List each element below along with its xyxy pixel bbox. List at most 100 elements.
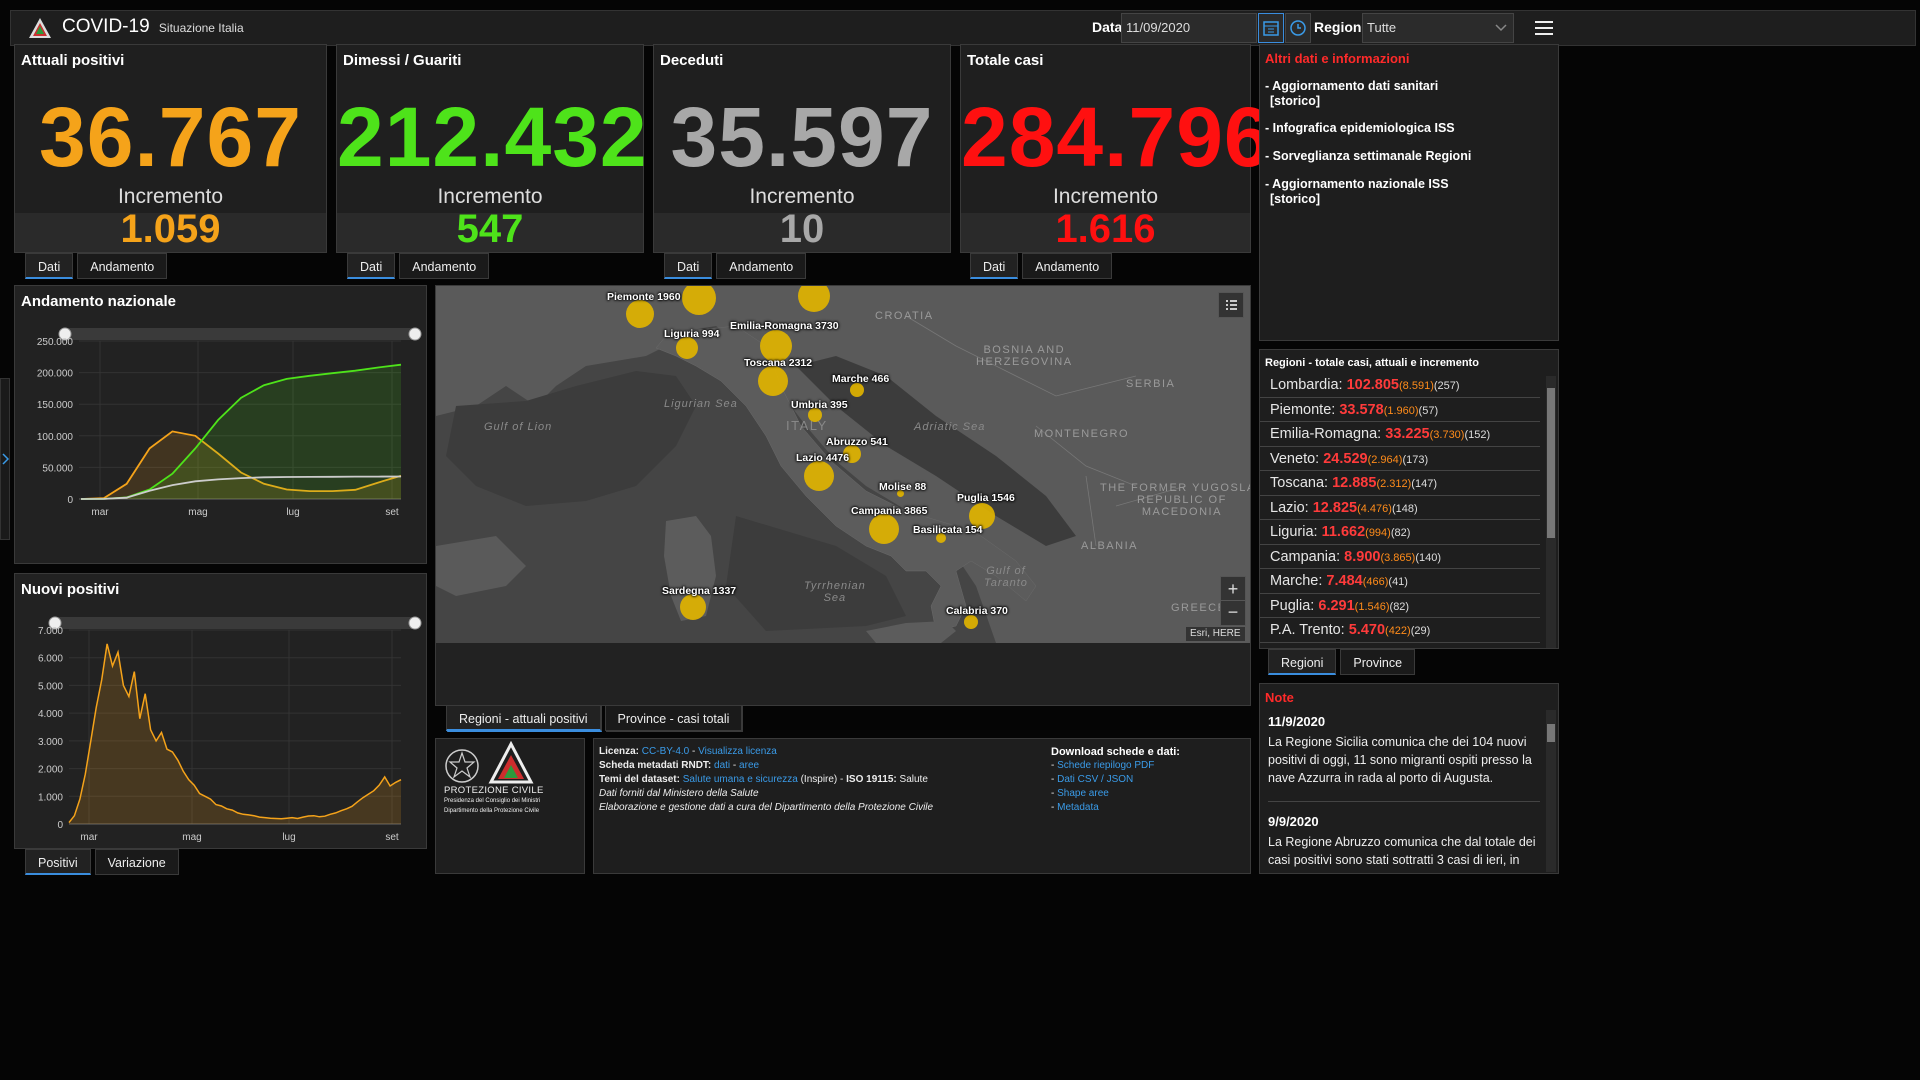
side-panel-handle[interactable] [0,378,10,540]
chevron-right-icon [2,453,9,465]
bubble-piemonte[interactable] [626,300,654,328]
info-link-sorveglianza[interactable]: - Sorveglianza settimanale Regioni [1265,149,1550,177]
region-row[interactable]: Piemonte: 33.578(1.960)(57) [1260,398,1540,422]
protezione-civile-logo-icon [488,741,534,784]
legend-button[interactable] [1218,292,1244,318]
inspire-text: (Inspire) - [797,774,847,785]
rndt-aree-link[interactable]: aree [739,760,760,771]
zoom-out-button[interactable]: − [1227,602,1239,622]
info-link-infografica[interactable]: - Infografica epidemiologica ISS [1265,121,1550,149]
tab-regioni[interactable]: Regioni [1268,649,1337,675]
tab-province[interactable]: Province [1340,649,1416,675]
kpi-totale-casi: Totale casi 284.796 Incremento 1.616 [960,44,1271,253]
region-name: Lombardia: [1270,377,1343,393]
bubble-unlabeled[interactable] [798,286,830,312]
info-link-iss[interactable]: - Aggiornamento nazionale ISS [storico] [1265,177,1550,207]
bubble-sardegna[interactable] [680,594,706,620]
y-tick-label: 0 [67,495,73,506]
calendar-button[interactable] [1258,13,1284,43]
download-shape-link[interactable]: Shape aree [1057,788,1109,799]
tab-andamento[interactable]: Andamento [77,253,168,279]
regions-scrollbar[interactable] [1546,376,1556,648]
region-select[interactable]: Tutte [1362,13,1514,43]
region-current: (466) [1362,576,1389,588]
bubble-umbria[interactable] [808,408,822,422]
bubble-calabria[interactable] [964,615,978,629]
bubble-molise[interactable] [897,490,904,497]
region-row[interactable]: P.A. Trento: 5.470(422)(29) [1260,618,1540,643]
tab-dati[interactable]: Dati [970,253,1019,279]
info-link-storico[interactable]: [storico] [1270,192,1320,206]
map-view[interactable]: CROATIA BOSNIA AND HERZEGOVINA SERBIA MO… [436,286,1250,643]
tab-positivi[interactable]: Positivi [25,849,91,875]
time-button[interactable] [1285,13,1311,43]
tab-regioni-attuali[interactable]: Regioni - attuali positivi [446,705,601,731]
region-current: (1.960) [1383,404,1419,417]
menu-icon[interactable] [1535,19,1553,37]
info-link-aggiornamento[interactable]: - Aggiornamento dati sanitari [storico] [1265,79,1550,121]
tab-dati[interactable]: Dati [664,253,713,279]
region-row[interactable]: Lazio: 12.825(4.476)(148) [1260,496,1540,520]
zoom-in-button[interactable]: + [1221,577,1245,601]
notes-scrollbar[interactable] [1546,710,1556,872]
bubble-emilia-romagna[interactable] [760,330,792,362]
region-row[interactable]: Campania: 8.900(3.865)(140) [1260,545,1540,569]
logo-line3: Dipartimento della Protezione Civile [444,808,540,814]
scrollbar-thumb[interactable] [1547,388,1555,538]
bubble-basilicata[interactable] [936,533,946,543]
region-row[interactable]: Veneto: 24.529(2.964)(173) [1260,447,1540,471]
label-croatia: CROATIA [875,310,934,322]
map-basemap [436,286,1250,643]
regions-list[interactable]: Lombardia: 102.805(8.591)(257) Piemonte: … [1260,373,1558,648]
region-row[interactable]: Toscana: 12.885(2.312)(147) [1260,471,1540,496]
region-increment: (147) [1411,478,1437,490]
label-macedonia: THE FORMER YUGOSLAV REPUBLIC OF MACEDONI… [1100,482,1250,518]
y-tick-label: 0 [57,820,63,831]
calendar-icon [1263,21,1279,36]
notes-list[interactable]: 11/9/2020 La Regione Sicilia comunica ch… [1268,714,1540,872]
download-pdf-link[interactable]: Schede riepilogo PDF [1057,760,1155,771]
region-row[interactable]: Lombardia: 102.805(8.591)(257) [1260,373,1540,398]
region-row[interactable]: Liguria: 11.662(994)(82) [1260,520,1540,545]
license-link[interactable]: CC-BY-4.0 [641,746,690,757]
download-section: Download schede e dati: - Schede riepilo… [1051,746,1180,813]
y-tick-label: 250.000 [37,337,74,348]
tab-province-casi[interactable]: Province - casi totali [604,705,743,731]
download-metadata-link[interactable]: Metadata [1057,802,1099,813]
region-row[interactable]: Puglia: 6.291(1.546)(82) [1260,594,1540,618]
bubble-toscana[interactable] [758,366,788,396]
region-row[interactable]: Marche: 7.484(466)(41) [1260,569,1540,594]
tab-variazione[interactable]: Variazione [94,849,179,875]
bubble-lazio[interactable] [804,461,834,491]
region-total: 5.470 [1348,622,1386,638]
scrollbar-thumb[interactable] [1547,724,1555,742]
rndt-dati-link[interactable]: dati [714,760,731,771]
region-name: Puglia: [1270,597,1315,614]
bubble-campania[interactable] [869,514,899,544]
tab-andamento[interactable]: Andamento [1022,253,1113,279]
bubble-marche[interactable] [850,383,864,397]
kpi-title: Totale casi [967,52,1044,69]
bubble-liguria[interactable] [676,337,698,359]
note-item: 9/9/2020 La Regione Abruzzo comunica che… [1268,814,1540,872]
bubble-puglia[interactable] [969,503,995,529]
label-sardegna: Sardegna 1337 [662,585,737,597]
label-umbria: Umbria 395 [791,399,848,411]
bubble-abruzzo[interactable] [843,445,861,463]
region-row[interactable]: Emilia-Romagna: 33.225(3.730)(152) [1260,422,1540,447]
kpi-tabs-attuali: Dati Andamento [25,253,168,279]
label-toscana: Toscana 2312 [744,357,813,369]
info-link-storico[interactable]: [storico] [1270,94,1320,108]
y-tick-label: 200.000 [37,369,74,380]
bubble-unlabeled[interactable] [682,286,716,315]
date-input[interactable]: 11/09/2020 [1121,13,1257,43]
tab-dati[interactable]: Dati [347,253,396,279]
series-line [80,430,402,500]
view-license-link[interactable]: Visualizza licenza [698,746,777,757]
download-csv-link[interactable]: Dati CSV / JSON [1057,774,1134,785]
tab-andamento[interactable]: Andamento [399,253,490,279]
temi-link[interactable]: Salute umana e sicurezza [682,774,798,785]
label-calabria: Calabria 370 [946,605,1008,617]
tab-andamento[interactable]: Andamento [716,253,807,279]
tab-dati[interactable]: Dati [25,253,74,279]
